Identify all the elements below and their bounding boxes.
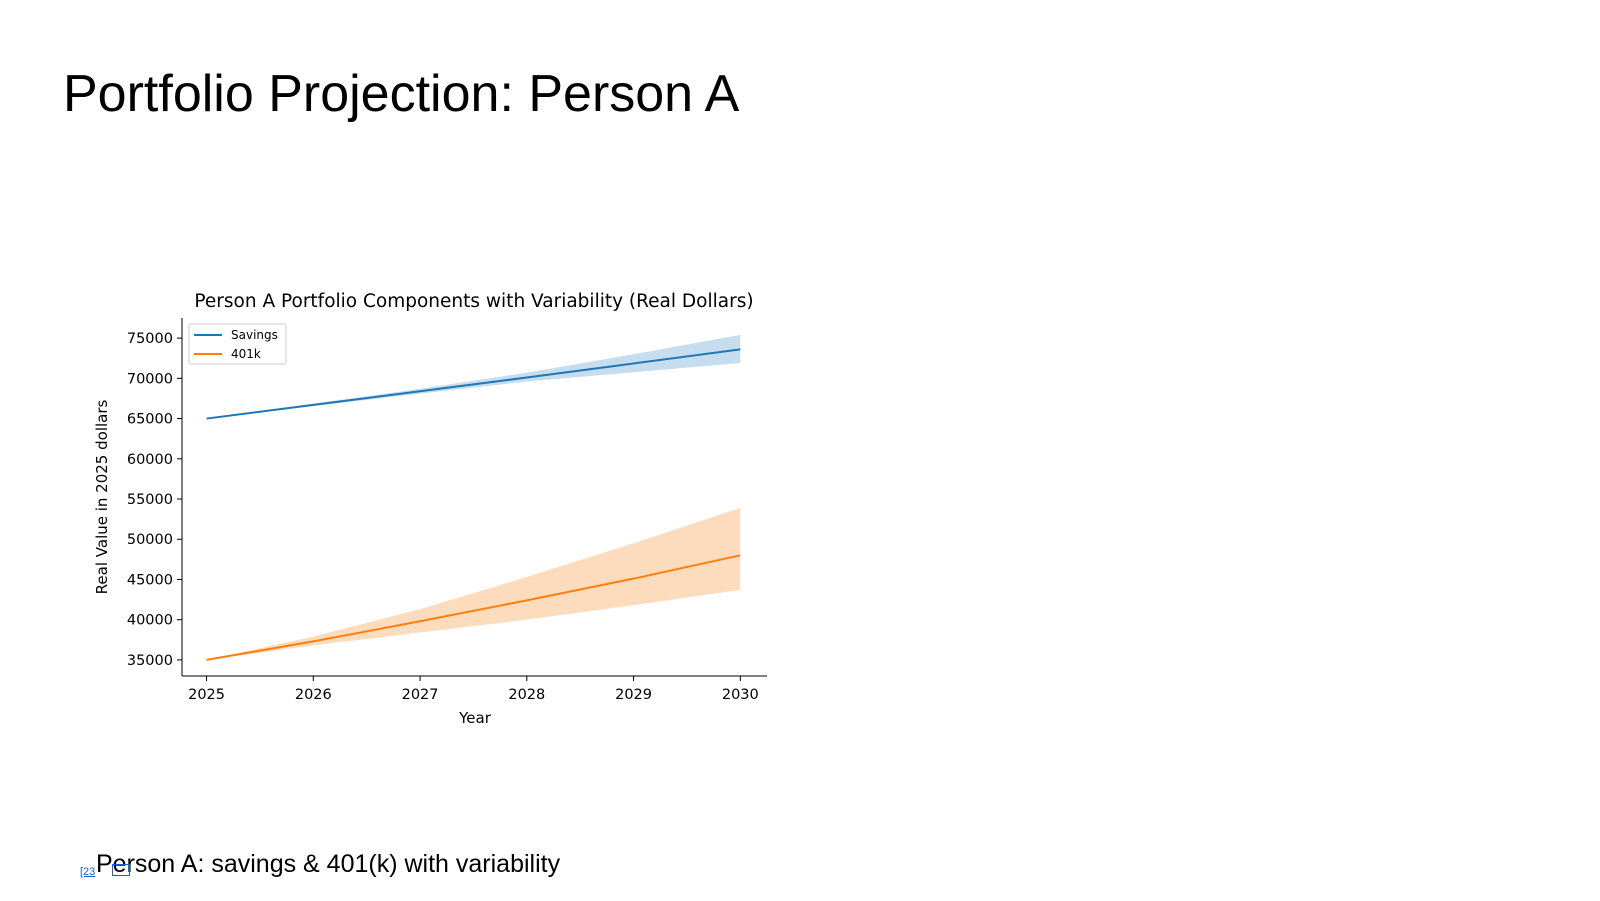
x-tick-label: 2026 (295, 687, 332, 703)
x-tick-label: 2027 (402, 687, 439, 703)
slide-caption: Person A: savings & 401(k) with variabil… (96, 850, 561, 878)
x-tick-label: 2030 (722, 687, 759, 703)
chart-title: Person A Portfolio Components with Varia… (194, 291, 753, 312)
x-tick-label: 2029 (615, 687, 652, 703)
y-tick-label: 65000 (127, 412, 173, 428)
y-tick-label: 45000 (127, 572, 173, 588)
legend-label-savings: Savings (231, 328, 278, 342)
x-tick-label: 2025 (188, 687, 225, 703)
x-tick-label: 2028 (508, 687, 545, 703)
y-tick-label: 50000 (127, 532, 173, 548)
y-tick-label: 60000 (127, 452, 173, 468)
portfolio-chart: Person A Portfolio Components with Varia… (85, 278, 805, 758)
band-savings (206, 334, 741, 419)
legend-label-401k: 401k (231, 347, 261, 361)
y-tick-label: 35000 (127, 653, 173, 669)
comment-icon[interactable] (112, 864, 130, 876)
y-tick-label: 40000 (127, 613, 173, 629)
y-tick-label: 55000 (127, 492, 173, 508)
slide-title: Portfolio Projection: Person A (63, 65, 740, 123)
series-line-401k (206, 554, 741, 661)
y-tick-label: 75000 (127, 331, 173, 347)
reference-link-23[interactable]: [23 (80, 866, 96, 878)
chart-svg: Person A Portfolio Components with Varia… (93, 291, 767, 727)
chart-legend: Savings 401k (188, 323, 287, 365)
band-401k (206, 507, 741, 660)
x-axis-label: Year (458, 709, 492, 727)
y-tick-label: 70000 (127, 371, 173, 387)
y-axis-label: Real Value in 2025 dollars (93, 399, 111, 594)
series-line-savings (206, 348, 741, 420)
